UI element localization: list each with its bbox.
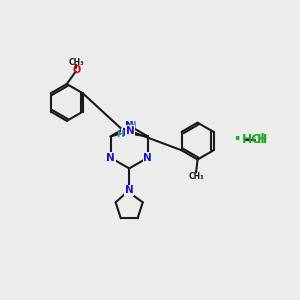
Text: O: O: [72, 65, 80, 75]
Text: N: N: [122, 128, 131, 138]
Text: HCl: HCl: [242, 133, 266, 146]
Text: CH₃: CH₃: [188, 172, 204, 181]
Text: H: H: [257, 133, 268, 146]
Text: H: H: [116, 130, 124, 139]
Text: ·: ·: [234, 130, 242, 149]
Text: CH₃: CH₃: [68, 58, 84, 67]
Text: H: H: [128, 121, 136, 130]
Text: N: N: [125, 121, 134, 130]
Text: N: N: [125, 185, 134, 195]
Text: N: N: [106, 153, 115, 163]
Text: N: N: [143, 153, 152, 163]
Text: N: N: [126, 126, 134, 136]
